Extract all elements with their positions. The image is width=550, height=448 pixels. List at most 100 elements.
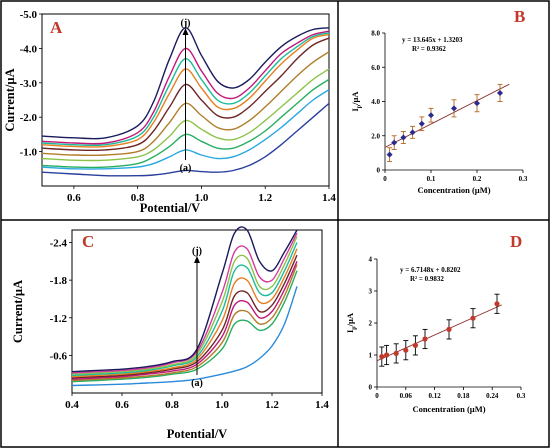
- data-point: [400, 134, 407, 141]
- arrow-head: [182, 28, 189, 35]
- plot-border: [71, 229, 323, 394]
- data-point: [384, 352, 390, 358]
- series-line-5: [41, 51, 330, 157]
- series-line-6: [71, 248, 298, 378]
- y-axis-title-rest: /µA: [345, 312, 355, 327]
- data-point: [446, 326, 452, 332]
- r-squared-value: R² = 0.9362: [412, 45, 446, 53]
- x-axis-title: Concentration (µM): [417, 185, 490, 195]
- series-line-7: [71, 242, 298, 377]
- x-tick-label: 1.4: [322, 192, 336, 204]
- data-point: [391, 139, 398, 146]
- series-line-7: [41, 33, 330, 148]
- y-tick-label: -1.8: [50, 275, 68, 287]
- x-axis-title: Potential/V: [167, 427, 227, 441]
- y-tick-label: 0: [369, 384, 373, 392]
- x-tick-label: 1.0: [195, 192, 209, 204]
- x-tick-label: 0.2: [473, 175, 482, 183]
- y-tick-label: 2: [369, 320, 373, 328]
- arrow-head: [194, 256, 200, 263]
- x-tick-label: 0: [375, 392, 379, 400]
- panel-letter: D: [510, 232, 522, 251]
- series-line-9: [71, 232, 298, 374]
- x-tick-label: 0.6: [67, 192, 81, 204]
- y-axis-title-sub: p: [357, 104, 363, 108]
- data-point: [409, 129, 416, 136]
- x-tick-label: 0.4: [65, 399, 79, 411]
- y-tick-label: 1: [369, 352, 373, 360]
- y-axis-title-main: I: [345, 329, 355, 333]
- panel-letter: C: [82, 232, 94, 251]
- x-tick-label: 1.2: [265, 399, 279, 411]
- panel-letter: B: [514, 7, 525, 26]
- data-point: [379, 354, 385, 360]
- regression-equation: y = 6.7148x + 0.8202: [400, 266, 461, 274]
- r-squared-value: R² = 0.9832: [410, 275, 444, 283]
- annotation-bottom: (a): [191, 378, 203, 389]
- x-tick-label: 0: [383, 175, 387, 183]
- series-line-10: [41, 27, 330, 140]
- y-tick-label: 0: [377, 167, 381, 175]
- data-point: [403, 347, 409, 353]
- y-axis-title-sub: p: [352, 326, 358, 330]
- panel-c: 0.4 0.6 0.8 1.0 1.2 1.4 -0.6 -1.2 -1.8 -2.4 Potent…: [11, 226, 329, 441]
- panel-a: 0.6 0.8 1.0 1.2 1.4 -1.0 -2.0 -3.0 -4.0 -5.0 Poten…: [3, 9, 336, 215]
- panel-d: 0 0.06 0.12 0.18 0.24 0.3 0 1 2 3 4 Concentration (…: [345, 232, 526, 414]
- y-tick-label: -3.0: [20, 78, 38, 90]
- x-tick-label: 1.0: [215, 399, 229, 411]
- data-point: [428, 112, 434, 119]
- x-tick-label: 0.1: [427, 175, 436, 183]
- x-tick-label: 0.18: [457, 392, 470, 400]
- y-tick-label: -5.0: [20, 9, 38, 21]
- data-point: [474, 100, 480, 107]
- x-tick-label: 0.3: [517, 392, 526, 400]
- series-line-4: [41, 68, 330, 162]
- y-tick-label: 4.0: [371, 98, 380, 106]
- series-line-6: [41, 37, 330, 152]
- series-line-2: [41, 89, 330, 170]
- series-line-3: [41, 78, 330, 169]
- x-tick-label: 0.06: [400, 392, 413, 400]
- y-tick-label: -0.6: [50, 350, 68, 362]
- x-tick-label: 0.6: [115, 399, 129, 411]
- y-tick-label: 6.0: [371, 64, 380, 72]
- y-tick-label: 3: [369, 288, 373, 296]
- data-point: [412, 342, 418, 348]
- y-axis-title-rest: /µA: [350, 91, 360, 106]
- series-line-3: [71, 264, 298, 382]
- x-tick-label: 1.2: [258, 192, 272, 204]
- x-tick-label: 0.24: [486, 392, 499, 400]
- series-line-1: [71, 286, 298, 387]
- data-point: [470, 315, 476, 321]
- x-tick-label: 0.8: [165, 399, 179, 411]
- panel-b: 0 0.1 0.2 0.3 0 2.0 4.0 6.0 8.0 Concentration (µM…: [350, 7, 528, 195]
- series-line-10: [71, 226, 298, 373]
- data-point: [497, 89, 503, 96]
- y-tick-label: -2.4: [50, 238, 68, 250]
- annotation-top: (j): [192, 246, 202, 257]
- annotation-top: (j): [181, 18, 191, 29]
- x-tick-label: 0.12: [428, 392, 441, 400]
- annotation-bottom: (a): [180, 163, 192, 174]
- series-line-4: [71, 261, 298, 380]
- y-axis-title: Current/µA: [3, 68, 17, 131]
- data-point: [422, 336, 428, 342]
- y-tick-label: 4: [369, 256, 373, 264]
- x-tick-label: 0.8: [131, 192, 145, 204]
- y-tick-label: -1.0: [20, 147, 38, 159]
- y-tick-label: -2.0: [20, 112, 38, 124]
- y-tick-label: -4.0: [20, 43, 38, 55]
- series-line-8: [41, 32, 330, 147]
- x-tick-label: 0.3: [519, 175, 528, 183]
- series-line-9: [41, 30, 330, 145]
- y-axis-title-main: I: [350, 108, 360, 112]
- x-axis-title: Potential/V: [140, 201, 200, 215]
- data-point: [418, 120, 425, 127]
- panel-letter: A: [50, 18, 63, 37]
- y-tick-label: 2.0: [371, 132, 380, 140]
- series-line-5: [71, 254, 298, 379]
- plot-border: [41, 13, 330, 187]
- y-tick-label: -1.2: [50, 313, 68, 325]
